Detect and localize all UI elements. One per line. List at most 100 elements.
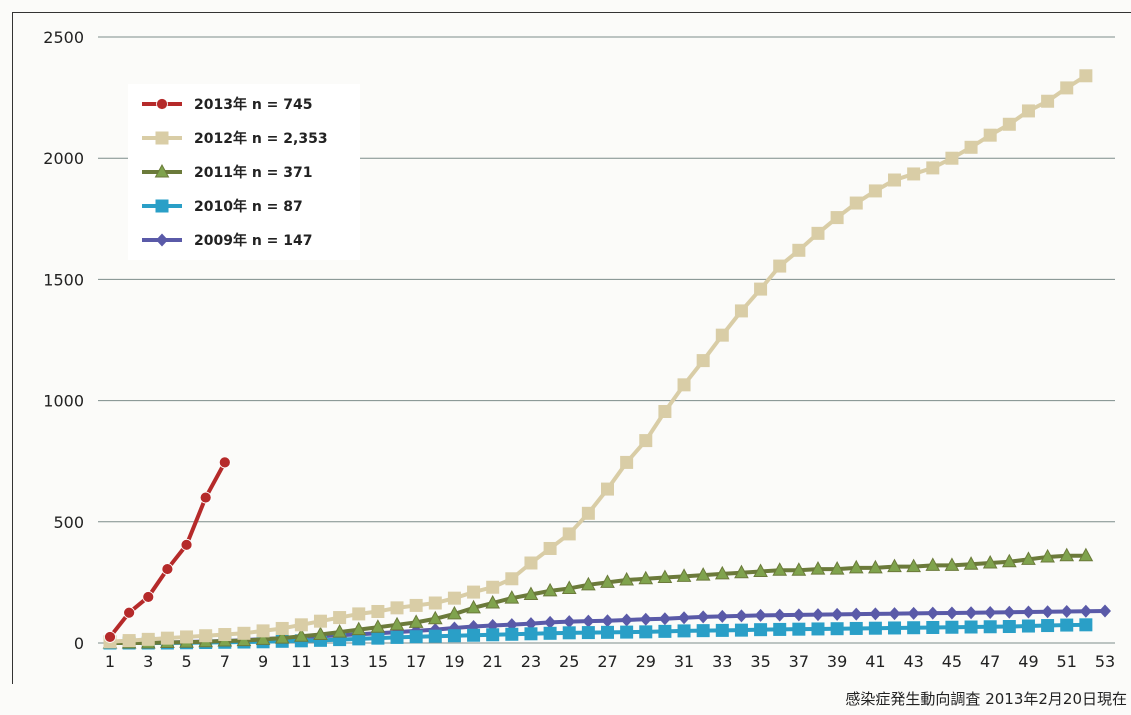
- data-point: [850, 607, 863, 621]
- data-point: [945, 606, 958, 620]
- data-point: [218, 456, 231, 469]
- data-point: [486, 628, 500, 642]
- x-tick-label: 17: [406, 652, 426, 671]
- y-tick-label: 500: [53, 513, 84, 532]
- data-point: [409, 598, 423, 612]
- y-tick-label: 2500: [43, 28, 84, 47]
- x-tick-label: 37: [789, 652, 809, 671]
- data-point: [256, 624, 270, 638]
- data-point: [734, 623, 748, 637]
- data-point: [773, 259, 787, 273]
- data-point: [505, 572, 519, 586]
- x-tick-label: 25: [559, 652, 579, 671]
- data-point: [830, 211, 844, 225]
- data-point: [734, 304, 748, 318]
- data-point: [829, 561, 845, 575]
- data-point: [963, 556, 979, 570]
- data-point: [658, 624, 672, 638]
- data-point: [791, 562, 807, 576]
- data-point: [888, 607, 901, 621]
- series-line: [109, 74, 1087, 644]
- data-point: [868, 559, 883, 574]
- data-point: [696, 354, 710, 368]
- data-point: [619, 571, 634, 586]
- x-tick-label: 47: [980, 652, 1000, 671]
- data-point: [639, 625, 653, 639]
- data-point: [907, 167, 921, 181]
- data-point: [600, 574, 615, 588]
- source-note: 感染症発生動向調査 2013年2月20日現在: [845, 690, 1127, 708]
- data-point: [697, 610, 710, 624]
- data-point: [561, 580, 577, 594]
- data-point: [638, 570, 654, 585]
- data-point: [772, 562, 788, 576]
- data-point: [428, 629, 442, 643]
- series-line: [110, 553, 1086, 645]
- x-tick-label: 3: [143, 652, 153, 671]
- data-point: [581, 506, 595, 520]
- data-point: [926, 620, 940, 634]
- data-point: [155, 131, 169, 145]
- data-point: [926, 161, 940, 175]
- data-point: [351, 621, 367, 636]
- data-point: [676, 568, 692, 582]
- data-point: [543, 541, 557, 555]
- data-point: [926, 606, 939, 620]
- data-point: [466, 599, 481, 614]
- data-point: [218, 628, 232, 642]
- data-point: [199, 629, 213, 643]
- data-point: [907, 621, 921, 635]
- data-point: [104, 631, 116, 643]
- data-point: [715, 623, 729, 637]
- x-tick-label: 13: [329, 652, 349, 671]
- data-point: [313, 626, 328, 641]
- data-point: [1003, 605, 1016, 619]
- data-point: [371, 631, 385, 645]
- data-point: [237, 626, 251, 640]
- data-point: [524, 556, 538, 570]
- x-tick-label: 5: [181, 652, 191, 671]
- data-point: [581, 576, 596, 591]
- data-point: [142, 591, 155, 603]
- data-point: [255, 631, 271, 645]
- data-point: [180, 630, 194, 644]
- data-point: [486, 580, 500, 594]
- data-point: [658, 612, 671, 626]
- data-point: [581, 626, 595, 640]
- data-point: [199, 491, 212, 504]
- data-point: [601, 614, 614, 628]
- data-point: [716, 609, 729, 623]
- data-point: [734, 564, 749, 579]
- data-point: [869, 607, 882, 621]
- x-tick-label: 1: [105, 652, 115, 671]
- data-point: [678, 611, 691, 625]
- data-point: [811, 622, 825, 636]
- data-point: [544, 615, 557, 629]
- data-point: [753, 563, 768, 577]
- data-point: [390, 630, 404, 644]
- data-point: [389, 616, 405, 631]
- data-point: [1079, 604, 1092, 618]
- data-point: [945, 620, 959, 634]
- data-point: [754, 608, 767, 622]
- y-tick-label: 0: [74, 634, 84, 653]
- data-point: [983, 128, 997, 142]
- data-point: [887, 558, 902, 573]
- data-point: [1040, 548, 1055, 563]
- x-tick-label: 29: [636, 652, 656, 671]
- data-point: [294, 628, 309, 642]
- data-point: [773, 622, 787, 636]
- data-point: [965, 606, 978, 620]
- data-point: [1001, 553, 1017, 568]
- data-point: [562, 626, 576, 640]
- data-point: [409, 630, 423, 644]
- data-point: [1078, 547, 1094, 562]
- data-point: [792, 622, 806, 636]
- x-tick-label: 21: [483, 652, 503, 671]
- data-point: [371, 604, 385, 618]
- data-point: [620, 613, 633, 627]
- x-tick-label: 15: [368, 652, 388, 671]
- data-point: [523, 586, 539, 601]
